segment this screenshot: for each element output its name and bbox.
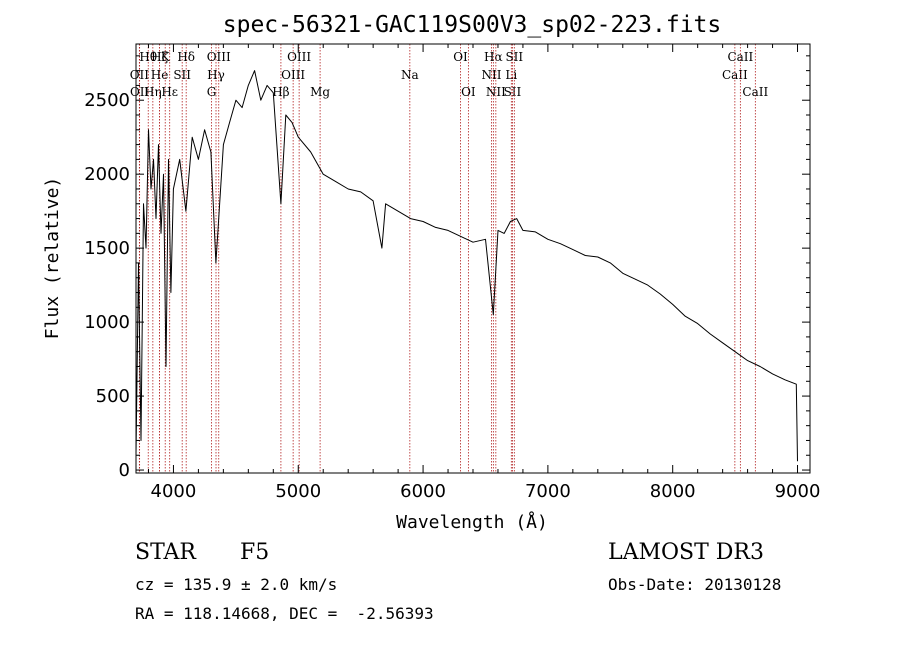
y-tick-label-1: 500: [96, 386, 130, 407]
x-axis: 4000 5000 6000 7000 8000 9000: [147, 44, 821, 502]
line-label-2: OII: [130, 85, 150, 99]
chart-title: spec-56321-GAC119S00V3_sp02-223.fits: [223, 12, 722, 38]
survey-name: LAMOST DR3: [608, 540, 764, 565]
line-label-26: CaII: [722, 68, 748, 82]
y-tick-label-3: 1500: [84, 238, 130, 259]
y-tick-label-2: 1000: [84, 312, 130, 333]
x-tick-label-3: 7000: [525, 481, 571, 502]
x-tick-label-0: 4000: [151, 481, 197, 502]
object-class: STAR: [135, 540, 196, 565]
line-label-24: SII: [504, 85, 522, 99]
line-label-17: Na: [401, 68, 419, 82]
line-label-5: Hζ: [151, 50, 168, 64]
line-label-18: OI: [453, 50, 468, 64]
line-label-21: Hα: [484, 50, 503, 64]
line-label-3: Hη: [144, 85, 162, 99]
line-label-16: Mg: [310, 85, 330, 99]
x-tick-label-1: 5000: [275, 481, 321, 502]
y-tick-label-4: 2000: [84, 164, 130, 185]
x-axis-label: Wavelength (Å): [396, 511, 548, 533]
line-label-7: Hε: [161, 85, 178, 99]
spectrum-line: [135, 70, 798, 462]
y-axis-label: Flux (relative): [42, 177, 63, 340]
subclass: F5: [240, 540, 270, 565]
line-label-14: OIII: [281, 68, 305, 82]
line-markers: HθOIIOIIHηHeHζKHεSIIHδGHγOIIIHβOIIIOIIIM…: [130, 44, 768, 473]
line-label-28: CaII: [742, 85, 768, 99]
y-axis: 0 500 1000 1500 2000 2500: [84, 55, 810, 481]
redshift: cz = 135.9 ± 2.0 km/s: [135, 575, 338, 594]
coordinates: RA = 118.14668, DEC = -2.56393: [135, 604, 434, 623]
plot-frame: [135, 43, 811, 474]
line-label-11: Hγ: [207, 68, 225, 82]
x-tick-label-5: 9000: [775, 481, 821, 502]
line-label-27: CaII: [727, 50, 753, 64]
line-label-10: G: [207, 85, 217, 99]
line-label-23: Li: [505, 68, 517, 82]
line-label-8: SII: [173, 68, 191, 82]
line-label-12: OIII: [207, 50, 231, 64]
y-tick-label-0: 0: [119, 460, 130, 481]
line-label-19: OI: [461, 85, 476, 99]
line-label-22: NII: [486, 85, 506, 99]
x-tick-label-4: 8000: [650, 481, 696, 502]
y-tick-label-5: 2500: [84, 90, 130, 111]
line-label-13: Hβ: [272, 85, 289, 99]
obs-date: Obs-Date: 20130128: [608, 575, 782, 594]
x-tick-label-2: 6000: [400, 481, 446, 502]
spectrum-series: [135, 70, 798, 462]
line-label-25: SII: [505, 50, 523, 64]
line-label-15: OIII: [287, 50, 311, 64]
line-label-20: NII: [481, 68, 501, 82]
line-label-6: K: [161, 50, 171, 64]
line-label-9: Hδ: [177, 50, 195, 64]
